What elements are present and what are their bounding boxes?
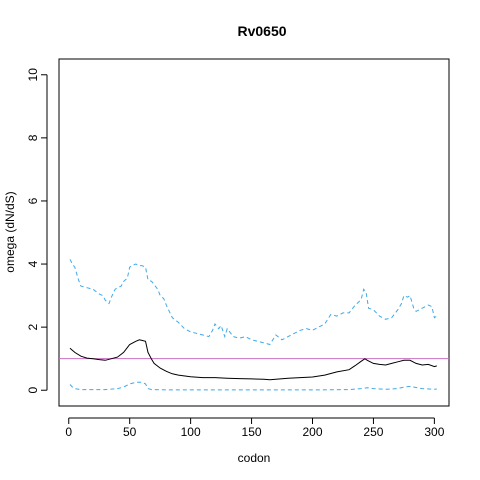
y-axis-label: omega (dN/dS): [3, 191, 17, 272]
x-tick-label: 0: [65, 425, 72, 439]
y-axis: 0 2 4 6 8 10: [26, 68, 48, 394]
x-axis: 0 50 100 150 200 250 300: [65, 417, 445, 439]
x-tick-label: 250: [363, 425, 383, 439]
x-tick-label: 150: [242, 425, 262, 439]
plot-area: [58, 58, 450, 407]
y-tick-label: 0: [26, 387, 40, 394]
lower-series-line: [69, 381, 437, 391]
x-tick-label: 50: [123, 425, 137, 439]
chart-title: Rv0650: [237, 23, 286, 39]
x-tick-label: 300: [424, 425, 444, 439]
mean-series-line: [69, 339, 437, 381]
x-axis-label: codon: [238, 451, 271, 465]
y-tick-label: 6: [26, 197, 40, 204]
y-tick-label: 2: [26, 323, 40, 330]
x-tick-label: 100: [181, 425, 201, 439]
y-tick-label: 4: [26, 260, 40, 267]
plot-frame: [58, 58, 450, 407]
y-tick-label: 8: [26, 134, 40, 141]
y-tick-label: 10: [26, 68, 40, 82]
upper-series-line: [69, 259, 438, 346]
x-tick-label: 200: [302, 425, 322, 439]
